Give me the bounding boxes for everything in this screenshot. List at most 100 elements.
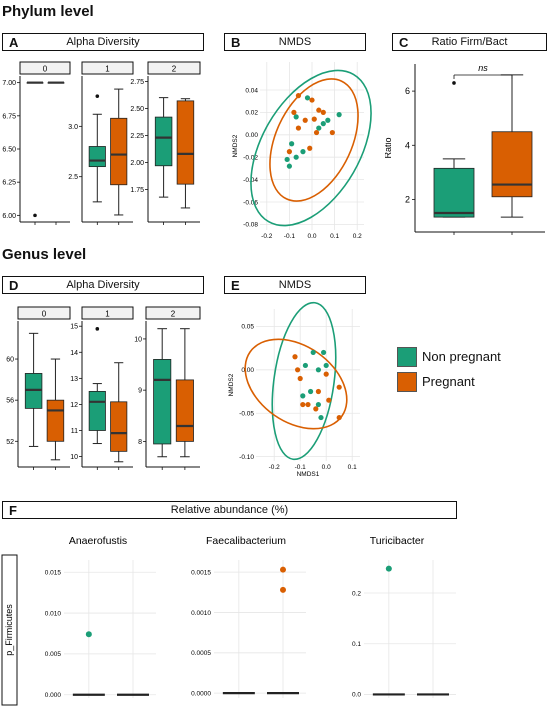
panel-f-ytick-label-1-2: 0.0005	[191, 650, 211, 657]
panel-b-point-non-pregnant-9	[316, 125, 322, 131]
panel-d-facet-1-non-pregnant-outlier-0	[95, 327, 100, 331]
panel-f-ytick-label-1-1: 0.0010	[191, 610, 211, 617]
panel-f-row-label: p_Firmicutes	[4, 604, 14, 656]
legend-swatch-non-pregnant	[397, 347, 417, 367]
panel-f-ytick-label-2-2: 0.0	[352, 692, 361, 699]
panel-e-point-non-pregnant-6	[300, 393, 306, 399]
panel-a-ytick-label-2-1: 2.50	[130, 106, 144, 113]
panel-e-point-non-pregnant-8	[318, 414, 324, 421]
panel-d-ytick-label-0-1: 56	[6, 398, 14, 405]
panel-f-header: F Relative abundance (%)	[2, 501, 457, 519]
panel-b-point-pregnant-10	[286, 149, 292, 155]
panel-f-ytick-label-1-0: 0.0015	[191, 569, 211, 576]
panel-a-ytick-label-2-2: 2.25	[130, 133, 144, 140]
panel-c-header: C Ratio Firm/Bact	[392, 33, 547, 51]
panel-b-xtick-label-2: 0.0	[307, 233, 316, 239]
panel-e-point-non-pregnant-2	[302, 362, 308, 369]
panel-c-ylabel: Ratio	[385, 137, 393, 158]
panel-b-xtick-label-0: -0.2	[261, 233, 273, 239]
panel-b-point-pregnant-0	[295, 93, 302, 99]
panel-a-ytick-label-1-1: 2.5	[68, 174, 78, 181]
panel-b-point-pregnant-11	[307, 145, 313, 151]
panel-b-point-non-pregnant-2	[289, 141, 295, 147]
panel-b-ytick-label-2: 0.00	[245, 132, 258, 139]
panel-d-ytick-label-2-2: 8	[138, 439, 142, 446]
panel-a-header: A Alpha Diversity	[2, 33, 204, 51]
panel-f-chart: p_Firmicutes Anaerofustis 0.015 0.010 0.005 0…	[1, 535, 456, 706]
panel-d-facet-2-pregnant-box	[175, 379, 194, 442]
panel-a-ytick-label-0-2: 6.50	[2, 147, 16, 154]
panel-d-ytick-label-1-3: 12	[70, 402, 78, 409]
panel-d-ytick-label-1-5: 10	[70, 454, 78, 461]
panel-e-ytick-label-3: -0.10	[239, 454, 254, 461]
panel-b-point-non-pregnant-5	[293, 154, 299, 160]
panel-f-point-pregnant-1-1	[280, 586, 286, 593]
panel-f-title: Relative abundance (%)	[170, 504, 289, 516]
panel-f-letter: F	[9, 503, 17, 518]
panel-e-chart: -0.2 -0.1 0.0 0.1 0.05 0.00 -0.05 -0.10 NMDS1 NMD…	[228, 301, 360, 478]
panel-a-ytick-label-2-3: 2.00	[130, 160, 144, 167]
panel-b-point-pregnant-4	[316, 107, 322, 113]
panel-e-point-non-pregnant-3	[315, 367, 321, 373]
panel-f-row-strip	[1, 554, 18, 706]
panel-b-point-pregnant-7	[295, 125, 302, 131]
panel-d-ytick-label-2-1: 9	[138, 388, 142, 395]
panel-a-strip-label-1: 1	[105, 65, 110, 74]
panel-f-ytick-label-1-3: 0.0000	[191, 690, 211, 697]
panel-b-ellipse-pregnant	[269, 78, 359, 202]
panel-f-ytick-label-0-1: 0.010	[45, 610, 62, 617]
panel-e-point-pregnant-10	[313, 406, 319, 412]
panel-f-ytick-label-2-1: 0.1	[352, 641, 361, 648]
panel-d-header: D Alpha Diversity	[2, 276, 204, 294]
panel-e-ellipse-non-pregnant	[271, 301, 337, 461]
panel-b-xtick-label-1: -0.1	[284, 233, 296, 239]
panel-e-point-pregnant-9	[336, 414, 342, 421]
panel-b-point-non-pregnant-7	[325, 117, 331, 123]
panel-b-title: NMDS	[278, 36, 312, 48]
section-title-phylum: Phylum level	[2, 3, 94, 20]
panel-a-facet-2-non-pregnant-box	[154, 116, 173, 167]
panel-a-letter: A	[9, 35, 19, 50]
legend-label-non-pregnant: Non pregnant	[422, 349, 501, 364]
panel-a-ytick-label-1-0: 3.0	[68, 124, 78, 131]
panel-a-ytick-label-0-4: 6.00	[2, 213, 16, 220]
panel-f-point-non-pregnant-0-0	[85, 631, 92, 638]
panel-b-point-pregnant-2	[291, 109, 297, 115]
panel-b-point-pregnant-1	[309, 97, 315, 103]
panel-d-letter: D	[9, 278, 19, 293]
panel-c-letter: C	[399, 35, 409, 50]
panel-a-chart: 0 7.00 6.75 6.50 6.25 6.00 1 3.0 2.5 2 2.75 2.50 2.2…	[2, 61, 201, 225]
panel-d-facet-1-non-pregnant-box	[88, 390, 106, 431]
panel-a-facet-1-non-pregnant-outlier-0	[95, 94, 100, 98]
panel-f-ytick-label-2-0: 0.2	[352, 590, 361, 597]
panel-e-ylabel: NMDS2	[228, 373, 235, 396]
panel-f-facet-title-0: Anaerofustis	[69, 535, 127, 547]
panel-b-point-non-pregnant-8	[336, 112, 342, 118]
panel-e-point-non-pregnant-5	[308, 388, 314, 395]
panel-a-facet-2-pregnant-box	[176, 100, 195, 185]
panel-e-letter: E	[231, 278, 240, 293]
panel-b-point-pregnant-3	[320, 109, 326, 115]
panel-a-ytick-label-0-0: 7.00	[2, 80, 16, 87]
panel-e-point-pregnant-0	[292, 354, 298, 360]
panel-d-strip-label-0: 0	[42, 310, 47, 319]
panel-a-strip-label-2: 2	[172, 65, 177, 74]
panel-b-header: B NMDS	[224, 33, 366, 51]
panel-b-letter: B	[231, 35, 241, 50]
panel-a-ytick-label-2-0: 2.75	[130, 79, 144, 86]
panel-f-point-pregnant-1-0	[280, 566, 286, 573]
panel-c-pregnant-box	[491, 131, 533, 198]
panel-e-point-pregnant-1	[295, 367, 301, 373]
panel-b-point-pregnant-5	[311, 116, 317, 122]
panel-c-chart: 6 4 2 Ratio ns	[385, 63, 545, 235]
panel-a-strip-0	[19, 61, 71, 75]
panel-f-facet-title-2: Turicibacter	[370, 535, 425, 547]
panel-a-title: Alpha Diversity	[66, 36, 140, 48]
panel-e-point-pregnant-4	[315, 388, 321, 395]
panel-a-strip-2	[147, 61, 201, 75]
panel-b-ytick-label-5: -0.06	[243, 199, 258, 206]
panel-d-ytick-label-1-1: 14	[70, 350, 78, 357]
panel-c-significance-label: ns	[478, 63, 488, 73]
panel-b-point-non-pregnant-6	[320, 121, 326, 127]
panel-b-xtick-label-3: 0.1	[330, 233, 339, 239]
